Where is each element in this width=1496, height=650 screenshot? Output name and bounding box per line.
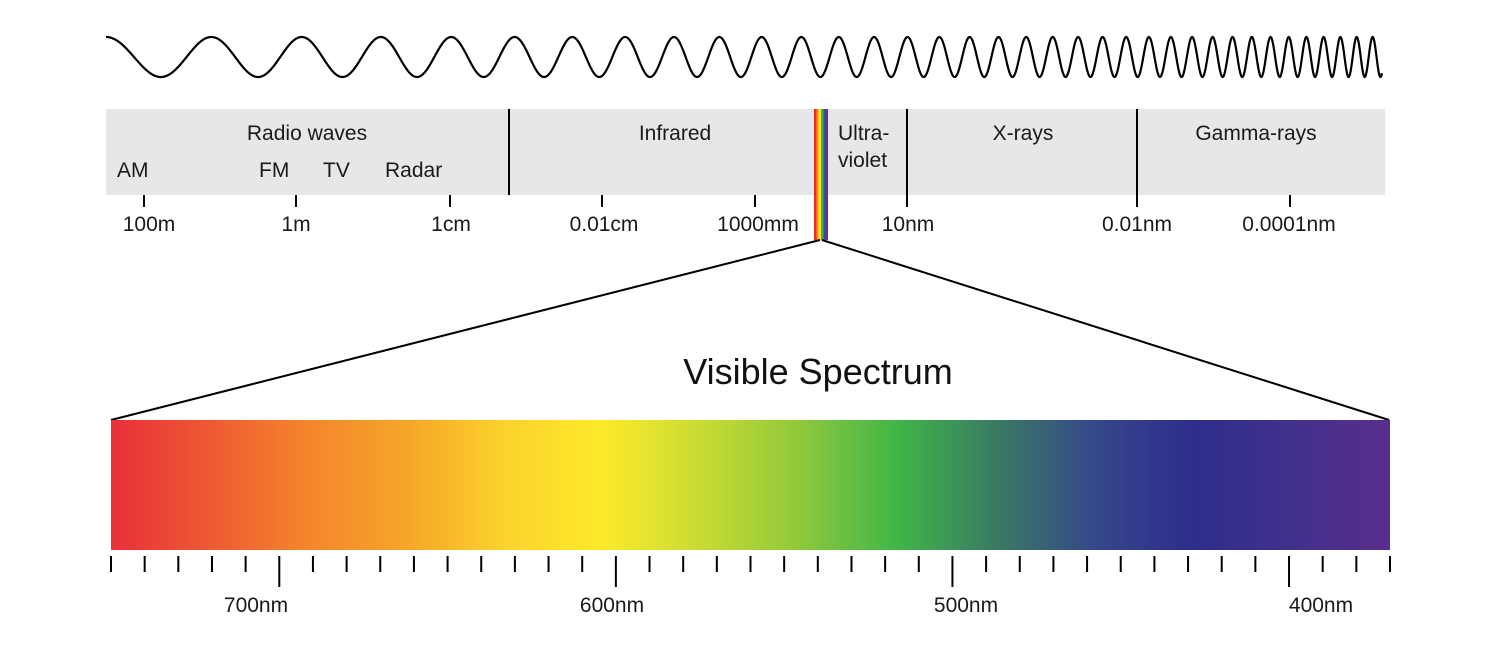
radio-sublabel-fm: FM [259, 159, 289, 182]
wavelength-label-0.0001nm: 0.0001nm [1242, 213, 1335, 236]
wavelength-label-10nm: 10nm [882, 213, 935, 236]
band-label-xray: X-rays [993, 122, 1054, 145]
visible-label-500nm: 500nm [934, 594, 998, 617]
band-label-radio: Radio waves [247, 122, 367, 145]
visible-label-400nm: 400nm [1289, 594, 1353, 617]
radio-sublabel-am: AM [117, 159, 149, 182]
wavelength-label-1000mm: 1000mm [717, 213, 799, 236]
wavelength-label-100m: 100m [123, 213, 176, 236]
zoom-line-left [110, 239, 821, 421]
band-label-gamma: Gamma-rays [1195, 122, 1316, 145]
visible-tick-group [110, 556, 1391, 587]
wavelength-label-0.01nm: 0.01nm [1102, 213, 1172, 236]
wave-line [105, 35, 1384, 79]
band-background [106, 109, 1385, 195]
band-label-infrared: Infrared [639, 122, 711, 145]
wavelength-label-1cm: 1cm [431, 213, 471, 236]
radio-sublabel-radar: Radar [385, 159, 442, 182]
zoom-line-right [821, 239, 1390, 421]
visible-spectrum-bar [111, 420, 1390, 550]
visible-label-700nm: 700nm [224, 594, 288, 617]
visible-label-600nm: 600nm [580, 594, 644, 617]
band-label-uv-line2: violet [838, 149, 887, 172]
band-label-uv-line1: Ultra- [838, 122, 889, 145]
visible-rainbow-strip [814, 109, 828, 240]
radio-sublabel-tv: TV [323, 159, 350, 182]
visible-spectrum-title: Visible Spectrum [683, 351, 952, 392]
wavelength-label-0.01cm: 0.01cm [570, 213, 639, 236]
wavelength-label-1m: 1m [281, 213, 310, 236]
